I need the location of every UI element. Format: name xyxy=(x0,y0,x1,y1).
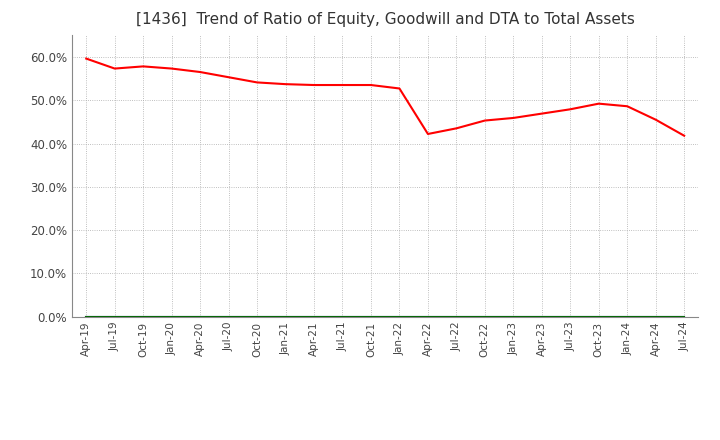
Deferred Tax Assets xyxy=(366,314,375,319)
Equity xyxy=(196,70,204,75)
Deferred Tax Assets xyxy=(480,314,489,319)
Equity xyxy=(423,131,432,136)
Equity xyxy=(680,133,688,138)
Equity xyxy=(82,56,91,61)
Equity xyxy=(167,66,176,71)
Equity xyxy=(225,75,233,80)
Equity xyxy=(537,111,546,116)
Deferred Tax Assets xyxy=(338,314,347,319)
Deferred Tax Assets xyxy=(225,314,233,319)
Deferred Tax Assets xyxy=(196,314,204,319)
Goodwill xyxy=(110,314,119,319)
Deferred Tax Assets xyxy=(652,314,660,319)
Goodwill xyxy=(139,314,148,319)
Goodwill xyxy=(509,314,518,319)
Equity xyxy=(338,82,347,88)
Deferred Tax Assets xyxy=(623,314,631,319)
Goodwill xyxy=(196,314,204,319)
Goodwill xyxy=(167,314,176,319)
Deferred Tax Assets xyxy=(282,314,290,319)
Equity xyxy=(395,86,404,91)
Title: [1436]  Trend of Ratio of Equity, Goodwill and DTA to Total Assets: [1436] Trend of Ratio of Equity, Goodwil… xyxy=(136,12,634,27)
Goodwill xyxy=(225,314,233,319)
Equity xyxy=(366,82,375,88)
Deferred Tax Assets xyxy=(509,314,518,319)
Goodwill xyxy=(566,314,575,319)
Goodwill xyxy=(82,314,91,319)
Equity xyxy=(623,103,631,109)
Goodwill xyxy=(680,314,688,319)
Equity xyxy=(566,106,575,112)
Goodwill xyxy=(423,314,432,319)
Goodwill xyxy=(366,314,375,319)
Deferred Tax Assets xyxy=(253,314,261,319)
Goodwill xyxy=(480,314,489,319)
Deferred Tax Assets xyxy=(595,314,603,319)
Deferred Tax Assets xyxy=(167,314,176,319)
Equity xyxy=(110,66,119,71)
Deferred Tax Assets xyxy=(139,314,148,319)
Goodwill xyxy=(595,314,603,319)
Goodwill xyxy=(623,314,631,319)
Goodwill xyxy=(282,314,290,319)
Line: Equity: Equity xyxy=(86,59,684,136)
Equity xyxy=(480,118,489,123)
Goodwill xyxy=(310,314,318,319)
Equity xyxy=(139,64,148,69)
Deferred Tax Assets xyxy=(566,314,575,319)
Equity xyxy=(253,80,261,85)
Equity xyxy=(310,82,318,88)
Deferred Tax Assets xyxy=(110,314,119,319)
Equity xyxy=(652,117,660,122)
Deferred Tax Assets xyxy=(423,314,432,319)
Deferred Tax Assets xyxy=(452,314,461,319)
Deferred Tax Assets xyxy=(310,314,318,319)
Deferred Tax Assets xyxy=(395,314,404,319)
Deferred Tax Assets xyxy=(680,314,688,319)
Deferred Tax Assets xyxy=(537,314,546,319)
Equity xyxy=(595,101,603,106)
Goodwill xyxy=(652,314,660,319)
Goodwill xyxy=(253,314,261,319)
Equity xyxy=(282,81,290,87)
Goodwill xyxy=(537,314,546,319)
Equity xyxy=(509,115,518,121)
Goodwill xyxy=(338,314,347,319)
Deferred Tax Assets xyxy=(82,314,91,319)
Goodwill xyxy=(395,314,404,319)
Equity xyxy=(452,126,461,131)
Goodwill xyxy=(452,314,461,319)
